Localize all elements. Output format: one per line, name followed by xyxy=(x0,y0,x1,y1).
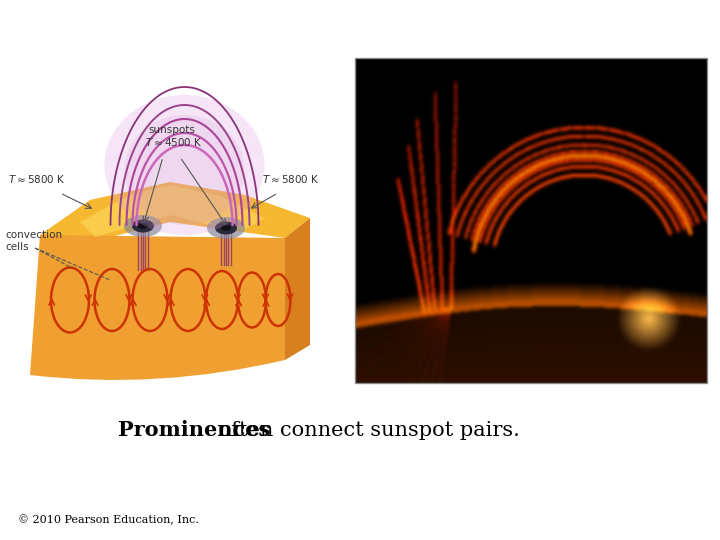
Ellipse shape xyxy=(138,223,148,229)
Text: convection: convection xyxy=(5,230,62,240)
Ellipse shape xyxy=(104,95,264,235)
Polygon shape xyxy=(80,185,265,237)
Text: sunspots: sunspots xyxy=(148,125,195,135)
Text: $T \approx 5800\ \mathrm{K}$: $T \approx 5800\ \mathrm{K}$ xyxy=(262,173,320,185)
Polygon shape xyxy=(285,218,310,360)
Text: $T \approx 5800\ \mathrm{K}$: $T \approx 5800\ \mathrm{K}$ xyxy=(8,173,66,185)
Text: often connect sunspot pairs.: often connect sunspot pairs. xyxy=(212,421,519,440)
Text: © 2010 Pearson Education, Inc.: © 2010 Pearson Education, Inc. xyxy=(18,515,199,525)
Polygon shape xyxy=(40,182,310,250)
Ellipse shape xyxy=(125,115,245,225)
Ellipse shape xyxy=(215,221,237,234)
Text: Prominences: Prominences xyxy=(118,420,270,440)
Bar xyxy=(355,58,707,383)
Text: cells: cells xyxy=(5,242,29,252)
Ellipse shape xyxy=(221,225,231,231)
Ellipse shape xyxy=(207,217,245,239)
Ellipse shape xyxy=(132,219,154,233)
PathPatch shape xyxy=(30,235,285,380)
Text: $T \approx 4500\ \mathrm{K}$: $T \approx 4500\ \mathrm{K}$ xyxy=(145,136,203,148)
Ellipse shape xyxy=(124,215,162,237)
